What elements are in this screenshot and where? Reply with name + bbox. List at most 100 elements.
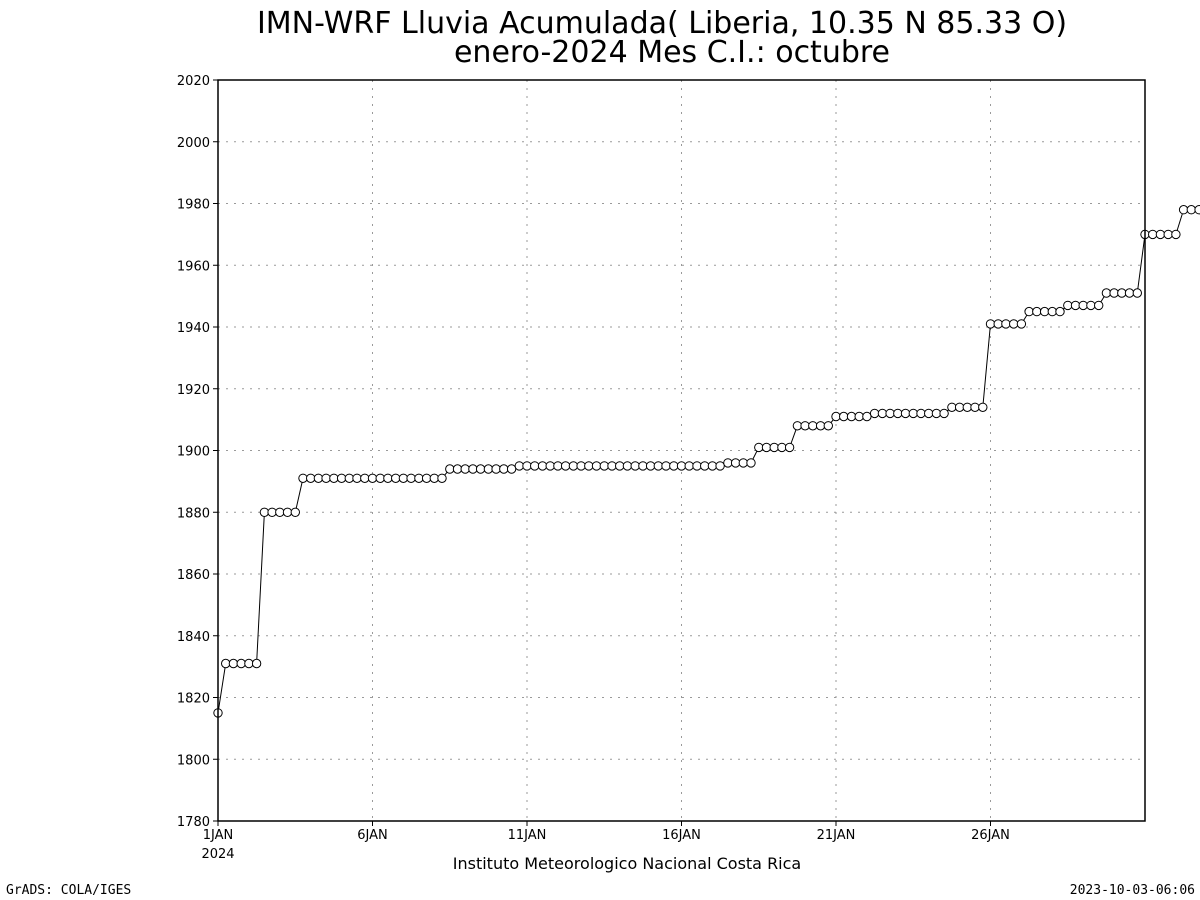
y-tick-label: 1800 [177,753,210,768]
data-point [738,458,748,468]
data-point [599,461,609,471]
x-axis-ticks: 1JAN 6JAN 11JAN 16JAN 21JAN 26JAN [203,821,1010,843]
data-point [321,473,331,483]
data-point [962,402,972,412]
data-point [700,461,710,471]
data-point [931,408,942,419]
data-point [429,473,439,483]
data-point [267,507,277,517]
data-point [1109,288,1119,298]
data-point [352,473,362,483]
data-point [823,421,833,431]
data-point [939,408,949,419]
data-point [336,473,347,483]
data-point [1070,300,1081,311]
data-point [1063,300,1073,311]
data-point [1186,205,1197,215]
data-point [1132,288,1143,298]
data-point [383,473,393,483]
data-point [862,411,872,422]
data-point [406,473,416,483]
y-tick-label: 1780 [177,815,210,830]
data-point [1171,229,1181,240]
data-point [993,319,1003,329]
x-tick-label: 21JAN [817,828,856,843]
data-point [730,458,741,468]
data-point [275,507,285,517]
data-point [692,461,702,471]
data-point [707,461,718,471]
data-point [244,658,254,669]
data-point [452,464,463,474]
data-point [468,464,478,474]
data-point [1094,300,1104,311]
data-point [1078,300,1088,311]
data-point [1124,288,1135,298]
data-point [854,411,864,422]
data-point [669,461,679,471]
data-point [375,473,385,483]
data-point [282,507,293,517]
data-point [954,402,965,412]
data-point [815,421,826,431]
data-point [916,408,926,419]
data-point [784,442,795,453]
chart-title: IMN-WRF Lluvia Acumulada( Liberia, 10.35… [257,6,1067,41]
data-point [761,442,772,453]
y-tick-label: 1840 [177,630,210,645]
data-point [344,473,354,483]
x-tick-label: 26JAN [971,828,1010,843]
data-point [530,461,540,471]
data-point [499,464,509,474]
y-tick-label: 1960 [177,259,210,274]
data-point [398,473,409,483]
data-point [367,473,378,483]
data-point [553,461,563,471]
data-point [1009,319,1019,329]
data-point [723,458,733,468]
x-tick-label: 1JAN [203,828,234,843]
data-point [483,464,494,474]
data-point [537,461,548,471]
data-point [1101,288,1112,298]
data-point [313,473,324,483]
y-tick-label: 1820 [177,692,210,707]
y-tick-label: 1860 [177,568,210,583]
data-point [970,402,980,412]
data-point [900,408,911,419]
data-point [421,473,432,483]
y-tick-label: 1920 [177,383,210,398]
data-point [1155,229,1166,240]
data-point [460,464,470,474]
data-point [568,461,579,471]
data-point [653,461,663,471]
y-tick-label: 1940 [177,321,210,336]
data-point [591,461,602,471]
data-point [1024,306,1034,317]
data-point [360,473,370,483]
data-point [259,507,270,517]
data-point [777,442,787,453]
data-point [1047,306,1058,317]
x-tick-label: 16JAN [662,828,701,843]
data-point [514,461,524,471]
y-tick-label: 1980 [177,198,210,213]
data-point [1148,229,1158,240]
data-point [607,461,617,471]
data-point [329,473,339,483]
data-point [522,461,532,471]
data-point [792,421,803,431]
data-point [545,461,555,471]
data-point [947,402,957,412]
data-point [1001,319,1011,329]
data-point [290,507,300,517]
data-point [715,461,725,471]
data-point [746,458,756,468]
chart-subtitle: enero-2024 Mes C.I.: octubre [454,35,890,70]
data-point [800,421,810,431]
series-line [217,209,1200,713]
data-point [475,464,486,474]
data-point [1039,306,1050,317]
data-point [684,461,694,471]
data-point [1016,319,1027,329]
